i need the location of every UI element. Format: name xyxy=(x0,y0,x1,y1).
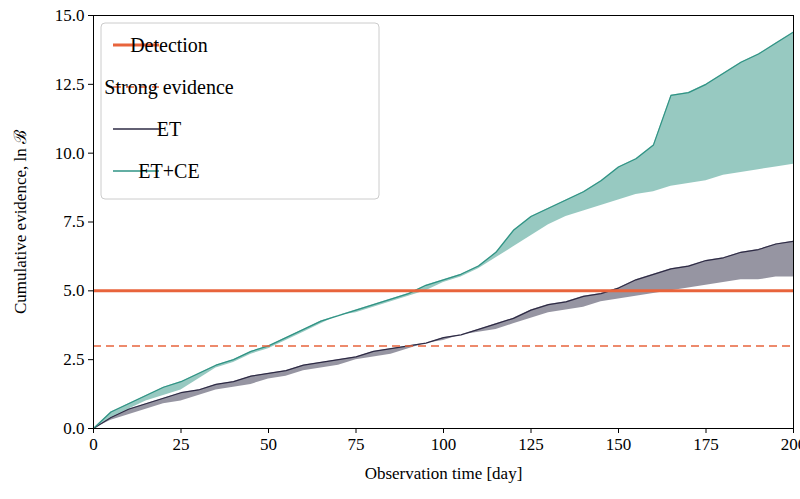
svg-text:0: 0 xyxy=(89,435,98,454)
svg-text:5.0: 5.0 xyxy=(63,281,84,300)
svg-text:0.0: 0.0 xyxy=(63,419,84,438)
svg-text:ET+CE: ET+CE xyxy=(138,160,199,182)
svg-text:ET: ET xyxy=(157,118,181,140)
svg-text:100: 100 xyxy=(431,435,457,454)
svg-text:15.0: 15.0 xyxy=(55,6,85,25)
svg-text:50: 50 xyxy=(260,435,277,454)
svg-text:12.5: 12.5 xyxy=(55,75,85,94)
svg-text:2.5: 2.5 xyxy=(63,350,84,369)
svg-text:125: 125 xyxy=(518,435,544,454)
svg-text:150: 150 xyxy=(606,435,632,454)
svg-text:Cumulative evidence, ln ℬ: Cumulative evidence, ln ℬ xyxy=(11,129,30,314)
svg-text:175: 175 xyxy=(693,435,719,454)
svg-text:Detection: Detection xyxy=(130,34,208,56)
svg-text:Observation time [day]: Observation time [day] xyxy=(365,464,523,483)
svg-text:200: 200 xyxy=(781,435,800,454)
svg-text:25: 25 xyxy=(173,435,190,454)
svg-text:10.0: 10.0 xyxy=(55,144,85,163)
svg-text:75: 75 xyxy=(348,435,365,454)
svg-text:7.5: 7.5 xyxy=(63,212,84,231)
svg-text:Strong evidence: Strong evidence xyxy=(104,76,234,99)
